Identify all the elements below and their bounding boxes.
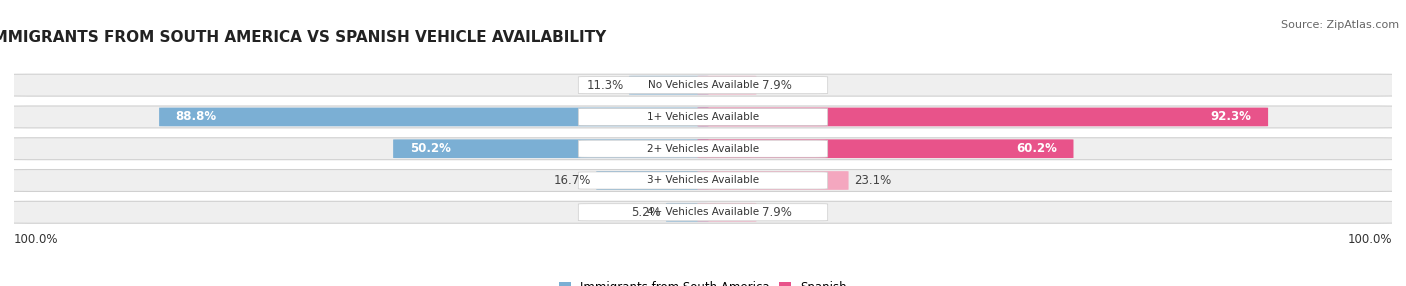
- Text: IMMIGRANTS FROM SOUTH AMERICA VS SPANISH VEHICLE AVAILABILITY: IMMIGRANTS FROM SOUTH AMERICA VS SPANISH…: [0, 30, 606, 45]
- FancyBboxPatch shape: [7, 74, 1399, 96]
- FancyBboxPatch shape: [7, 106, 1399, 128]
- Text: 88.8%: 88.8%: [176, 110, 217, 124]
- Text: 3+ Vehicles Available: 3+ Vehicles Available: [647, 176, 759, 186]
- Text: 5.2%: 5.2%: [631, 206, 661, 219]
- FancyBboxPatch shape: [697, 203, 756, 222]
- Text: 4+ Vehicles Available: 4+ Vehicles Available: [647, 207, 759, 217]
- FancyBboxPatch shape: [7, 138, 1399, 160]
- Text: 16.7%: 16.7%: [554, 174, 591, 187]
- Text: 50.2%: 50.2%: [409, 142, 450, 155]
- Text: No Vehicles Available: No Vehicles Available: [648, 80, 758, 90]
- Text: 100.0%: 100.0%: [14, 233, 59, 246]
- Text: 23.1%: 23.1%: [853, 174, 891, 187]
- Text: 7.9%: 7.9%: [762, 206, 792, 219]
- Text: 2+ Vehicles Available: 2+ Vehicles Available: [647, 144, 759, 154]
- Text: Source: ZipAtlas.com: Source: ZipAtlas.com: [1281, 20, 1399, 30]
- FancyBboxPatch shape: [394, 139, 709, 158]
- FancyBboxPatch shape: [578, 140, 828, 157]
- FancyBboxPatch shape: [596, 171, 709, 190]
- Legend: Immigrants from South America, Spanish: Immigrants from South America, Spanish: [560, 281, 846, 286]
- Text: 11.3%: 11.3%: [586, 79, 623, 92]
- FancyBboxPatch shape: [578, 204, 828, 221]
- FancyBboxPatch shape: [159, 108, 709, 126]
- FancyBboxPatch shape: [697, 108, 1268, 126]
- Text: 7.9%: 7.9%: [762, 79, 792, 92]
- Text: 60.2%: 60.2%: [1017, 142, 1057, 155]
- FancyBboxPatch shape: [666, 203, 709, 222]
- FancyBboxPatch shape: [697, 139, 1074, 158]
- FancyBboxPatch shape: [578, 172, 828, 189]
- Text: 1+ Vehicles Available: 1+ Vehicles Available: [647, 112, 759, 122]
- FancyBboxPatch shape: [578, 77, 828, 94]
- FancyBboxPatch shape: [7, 170, 1399, 191]
- FancyBboxPatch shape: [628, 76, 709, 94]
- FancyBboxPatch shape: [697, 171, 849, 190]
- FancyBboxPatch shape: [7, 201, 1399, 223]
- Text: 100.0%: 100.0%: [1347, 233, 1392, 246]
- FancyBboxPatch shape: [578, 108, 828, 126]
- FancyBboxPatch shape: [697, 76, 756, 94]
- Text: 92.3%: 92.3%: [1211, 110, 1251, 124]
